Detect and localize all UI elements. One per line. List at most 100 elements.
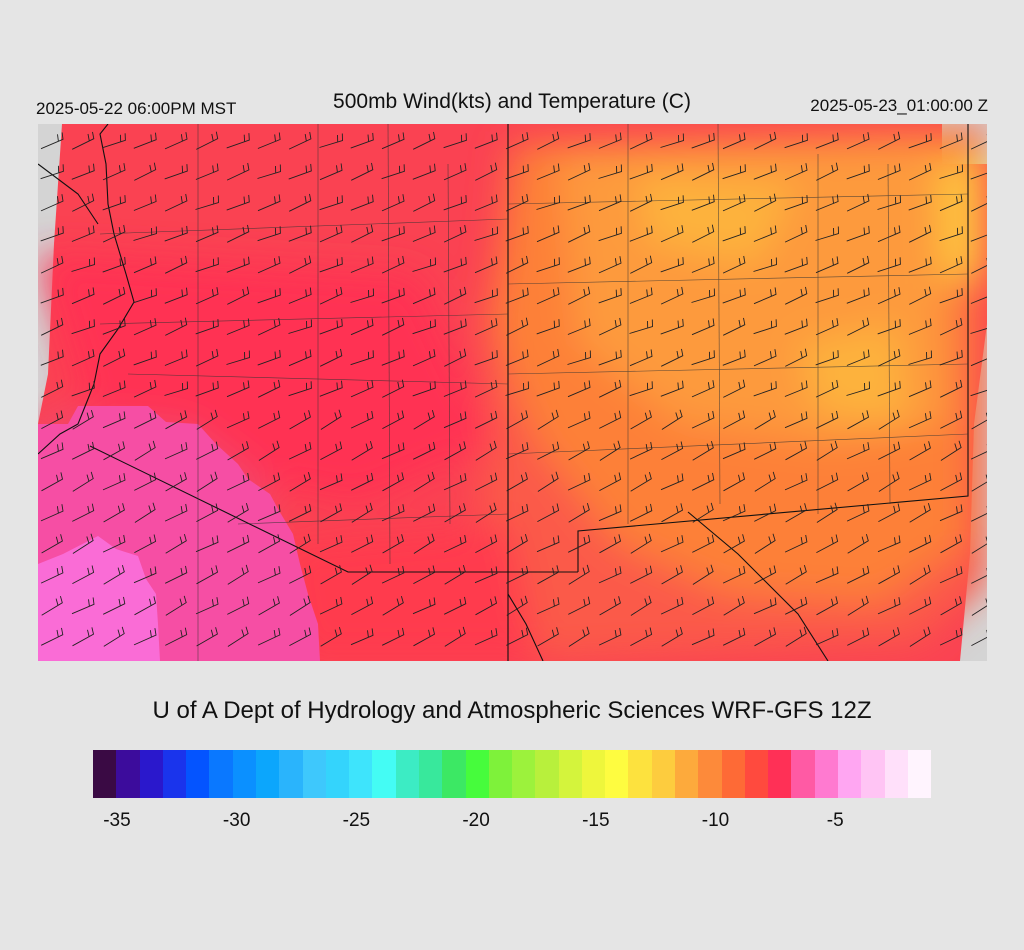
wind-barb xyxy=(754,409,776,430)
wind-barb xyxy=(382,410,405,429)
wind-barb xyxy=(692,534,715,553)
wind-barb xyxy=(908,162,932,181)
wind-barb xyxy=(320,626,342,647)
wind-barb xyxy=(289,595,311,616)
wind-barb xyxy=(846,225,870,242)
wind-barb xyxy=(381,255,405,274)
colorbar-swatch xyxy=(325,750,350,798)
wind-barb xyxy=(412,319,436,335)
colorbar-swatch xyxy=(884,750,908,798)
wind-barb xyxy=(382,627,405,646)
wind-barb xyxy=(381,194,405,212)
wind-barb xyxy=(816,440,838,461)
wind-barb xyxy=(72,565,95,584)
wind-barb xyxy=(939,566,963,584)
wind-barb xyxy=(289,565,312,584)
wind-barb xyxy=(134,410,157,429)
wind-barb xyxy=(444,441,467,461)
wind-barb xyxy=(226,256,250,273)
wind-barb xyxy=(103,564,125,585)
wind-barb xyxy=(691,288,715,303)
wind-barb xyxy=(909,596,932,615)
wind-barb xyxy=(164,193,188,212)
wind-barb xyxy=(102,380,126,397)
colorbar-swatch xyxy=(628,750,652,798)
wind-barb xyxy=(133,318,157,336)
wind-barb xyxy=(723,472,746,492)
wind-barb xyxy=(351,596,374,615)
wind-barb xyxy=(599,440,621,461)
colorbar-swatch xyxy=(372,750,396,798)
wind-barb xyxy=(165,472,187,492)
wind-barb xyxy=(164,164,188,180)
wind-barb xyxy=(567,133,591,149)
wind-barb xyxy=(536,348,560,367)
credit-line: U of A Dept of Hydrology and Atmospheric… xyxy=(152,697,872,724)
wind-barb xyxy=(630,503,653,522)
county-lines xyxy=(99,124,969,661)
wind-barb xyxy=(598,288,622,304)
wind-barb xyxy=(754,533,776,554)
wind-barb xyxy=(505,164,529,180)
wind-barb xyxy=(660,380,684,397)
wind-barb xyxy=(103,596,126,615)
wind-barb xyxy=(878,565,901,585)
wind-barb xyxy=(568,441,590,461)
wind-barb xyxy=(475,502,497,523)
wind-barb xyxy=(970,296,987,304)
colorbar-swatch xyxy=(768,750,792,798)
wind-barb xyxy=(102,195,126,211)
wind-barb xyxy=(475,534,498,553)
wind-barb xyxy=(630,565,653,584)
wind-barb xyxy=(258,440,280,461)
wind-barb xyxy=(226,472,250,491)
wind-barb xyxy=(165,627,188,646)
wind-barb xyxy=(567,194,591,211)
wind-barb xyxy=(877,163,901,180)
wind-barb xyxy=(288,349,312,367)
wind-barb xyxy=(971,629,987,646)
wind-barb xyxy=(784,318,808,335)
wind-barb xyxy=(970,172,987,180)
wind-barb xyxy=(568,534,591,553)
wind-barb xyxy=(258,596,280,616)
wind-barb xyxy=(133,350,157,366)
wind-barb xyxy=(134,502,156,523)
warm-core-coast xyxy=(38,536,160,661)
wind-barb xyxy=(692,440,714,461)
wind-barb xyxy=(226,162,250,181)
wind-barb xyxy=(598,256,622,274)
wind-barb xyxy=(568,596,591,615)
wind-barb xyxy=(722,164,746,180)
wind-barb xyxy=(847,255,870,274)
wind-barb xyxy=(660,286,684,305)
wind-barb xyxy=(413,131,436,150)
wind-barb xyxy=(258,379,281,398)
wind-barb xyxy=(102,534,126,553)
wind-barb xyxy=(722,349,746,366)
colorbar-swatch xyxy=(116,750,140,798)
wind-barb xyxy=(257,317,281,336)
wind-barb xyxy=(289,193,312,212)
wind-barb xyxy=(537,627,559,647)
wind-barb xyxy=(877,535,901,553)
wind-barb xyxy=(877,597,901,615)
wind-barb xyxy=(692,162,715,181)
wind-barb xyxy=(630,255,653,274)
wind-barb xyxy=(72,409,94,430)
wind-barb xyxy=(444,564,466,585)
wind-barb xyxy=(444,626,466,647)
wind-barb xyxy=(505,503,529,522)
wind-barb xyxy=(289,627,312,646)
wind-barb xyxy=(660,596,684,615)
colorbar-swatch xyxy=(139,750,163,798)
wind-barb xyxy=(599,410,622,429)
wind-barb xyxy=(940,410,963,429)
wind-barb xyxy=(909,534,932,553)
wind-barb xyxy=(72,627,95,647)
wind-barb xyxy=(661,626,683,647)
wind-barb xyxy=(908,318,932,335)
wind-barb xyxy=(71,225,95,242)
wind-barb xyxy=(661,441,684,460)
wind-barb xyxy=(102,163,126,181)
